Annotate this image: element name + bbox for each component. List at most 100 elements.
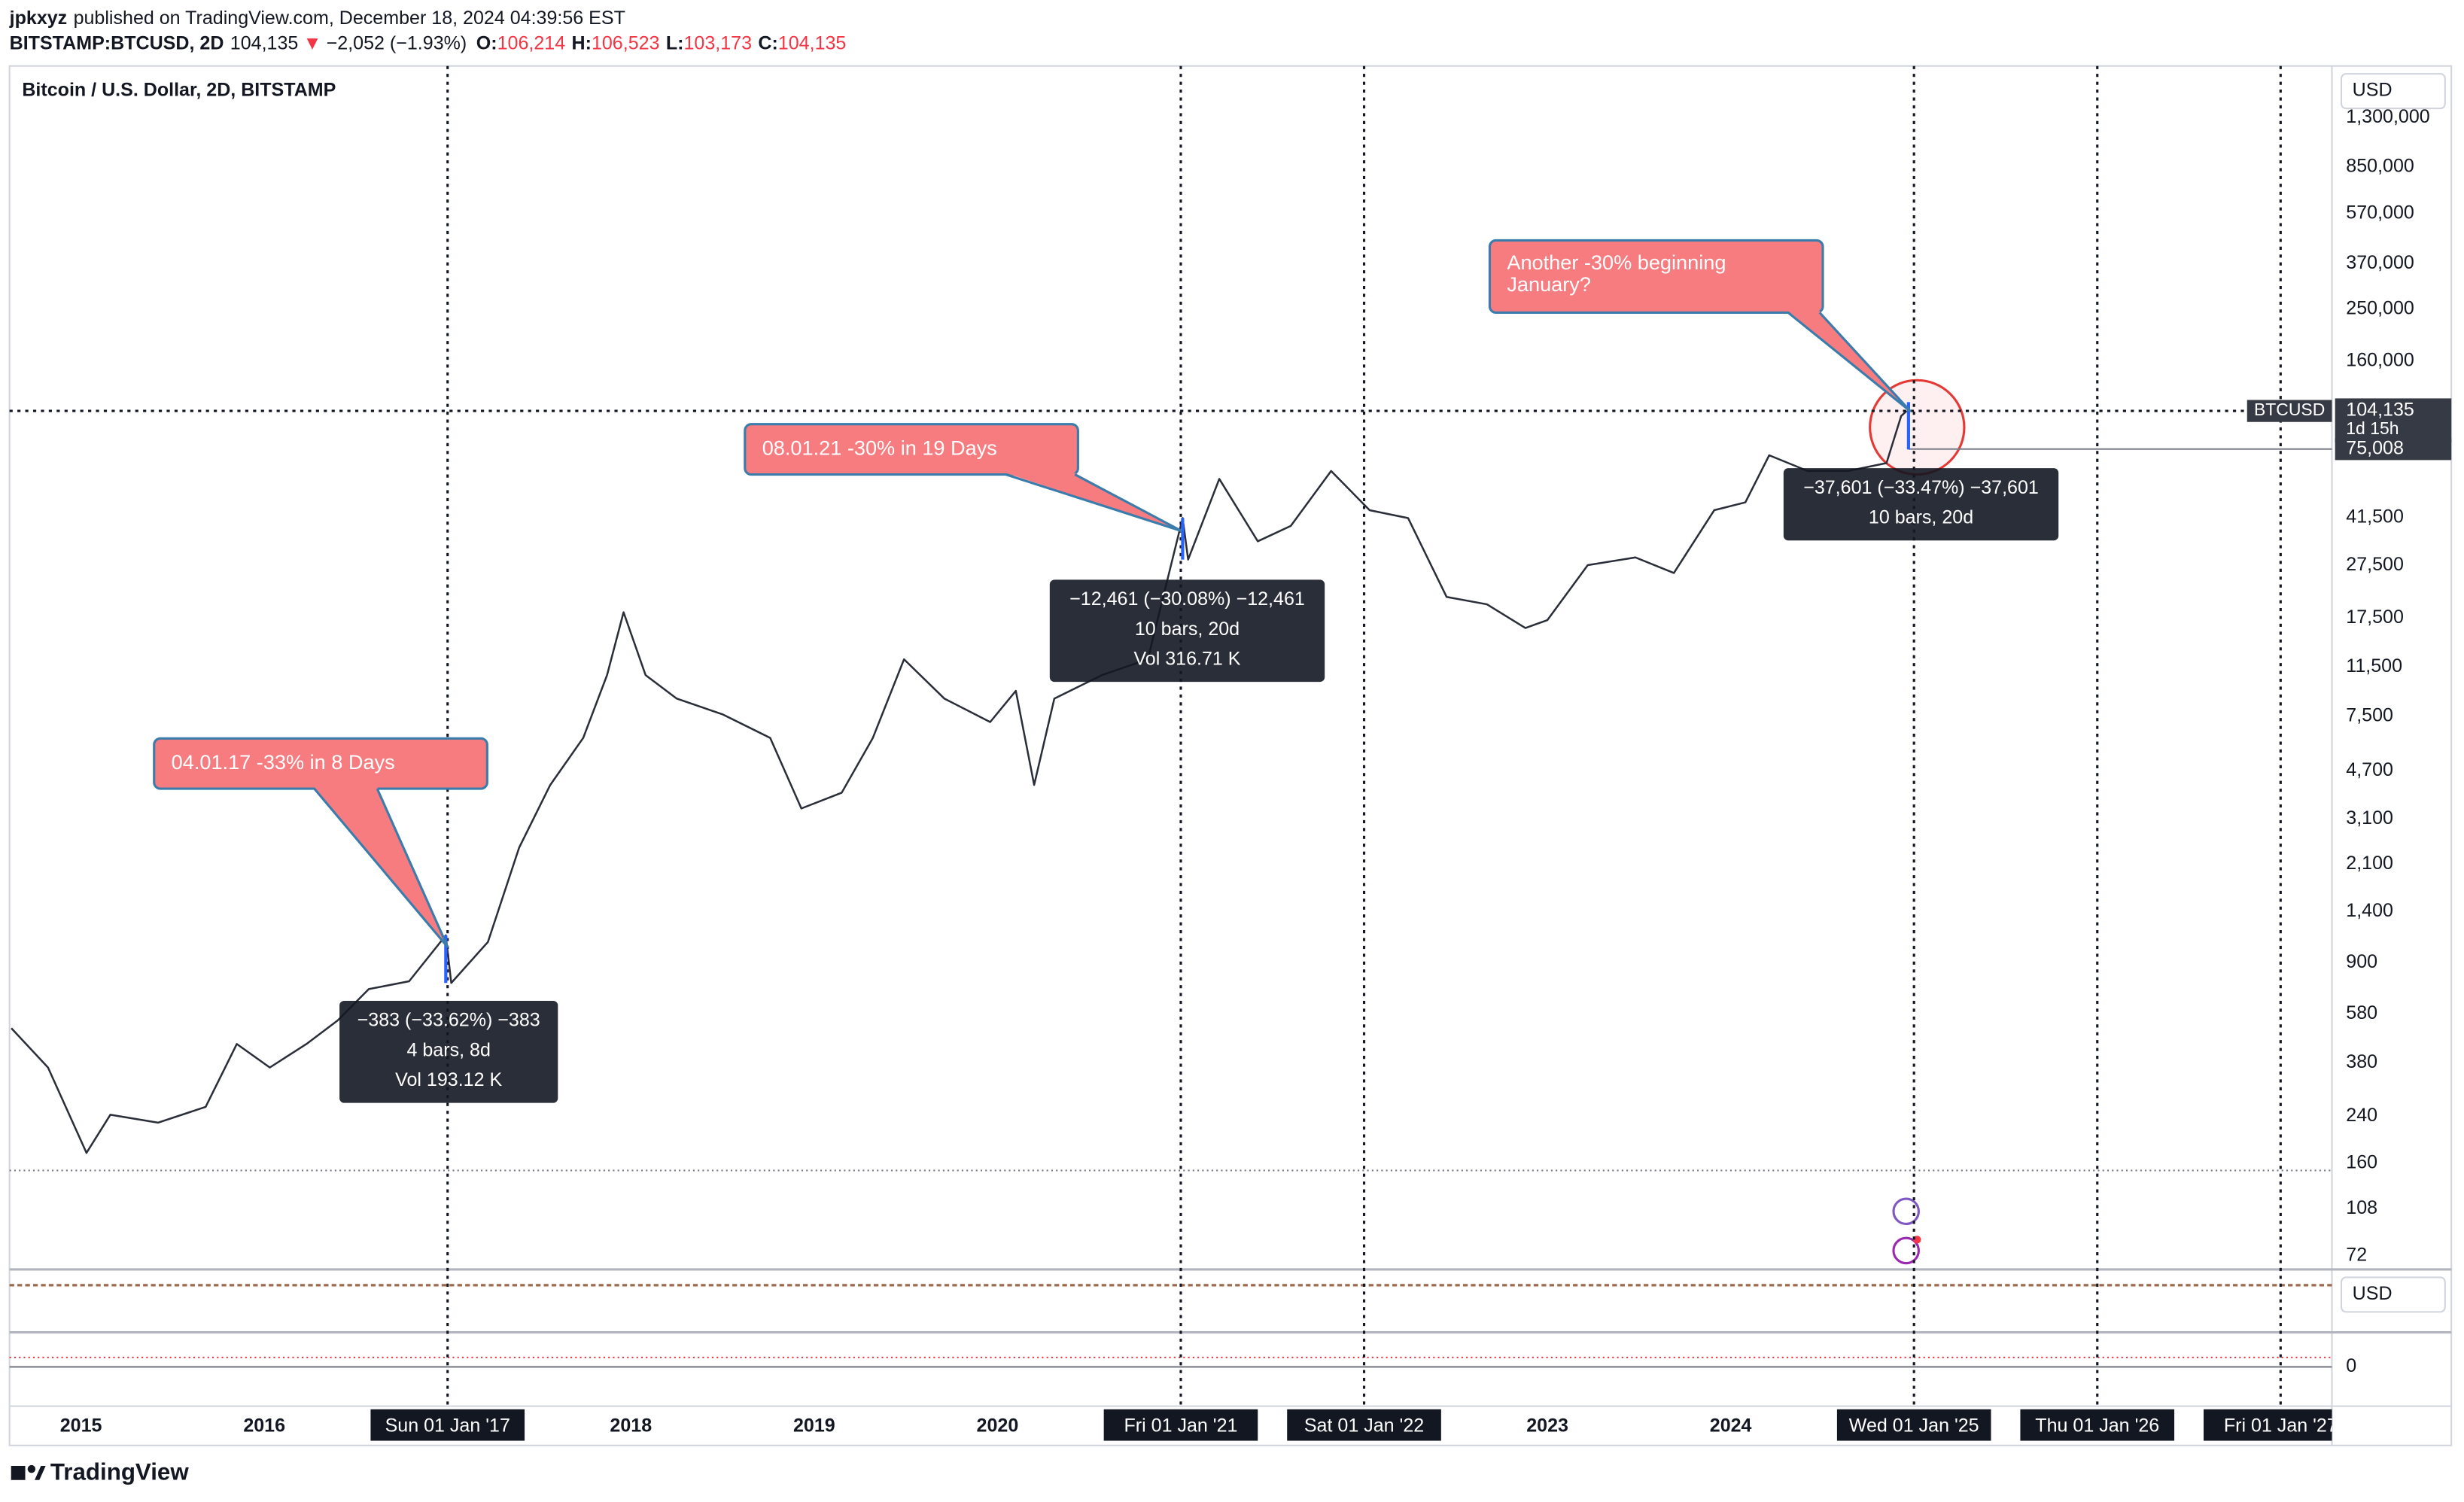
y-tick-label: 250,000 xyxy=(2346,298,2414,319)
x-tick-label: 2015 xyxy=(60,1415,102,1436)
y-tick-label: 850,000 xyxy=(2346,156,2414,177)
measure-text: 10 bars, 20d xyxy=(1135,619,1240,640)
ohlc-value: 104,135 xyxy=(778,32,847,53)
last: 104,135 xyxy=(230,32,299,53)
highlight-circle xyxy=(1869,379,1966,476)
y-tick-label: 160,000 xyxy=(2346,349,2414,370)
change-arrow: ▼ xyxy=(303,32,322,53)
event-icon[interactable] xyxy=(1892,1197,1920,1226)
callout-pointer-edge xyxy=(1787,312,1912,413)
date-tag xyxy=(1836,1409,1991,1441)
y-tick-label: 580 xyxy=(2346,1002,2377,1023)
x-tick-label: 2019 xyxy=(793,1415,835,1436)
y-tick-label: 570,000 xyxy=(2346,202,2414,223)
y-tick-label: 41,500 xyxy=(2346,506,2404,528)
logo-shape xyxy=(11,1465,26,1480)
ohlc-label: H: xyxy=(572,32,592,53)
measure-box xyxy=(1049,579,1325,683)
date-tag xyxy=(1103,1409,1258,1441)
x-tick-label: Thu 01 Jan '26 xyxy=(2035,1415,2159,1436)
y-tick-label: 240 xyxy=(2346,1105,2377,1126)
measure-level-label: 75,008 xyxy=(2346,437,2404,458)
currency-button[interactable] xyxy=(2340,1276,2446,1313)
x-tick-label: Wed 01 Jan '25 xyxy=(1849,1415,1979,1436)
event-icon[interactable] xyxy=(1892,1236,1920,1265)
y-tick-label: 2,100 xyxy=(2346,853,2393,874)
ohlc-label: O: xyxy=(476,32,497,53)
currency: USD xyxy=(2353,80,2393,101)
measure-text: 4 bars, 8d xyxy=(407,1039,491,1060)
x-tick-label: Fri 01 Jan '27 xyxy=(2224,1415,2338,1436)
date-tag xyxy=(2204,1409,2332,1441)
measure-text: 10 bars, 20d xyxy=(1869,507,1973,528)
brand: TradingView xyxy=(50,1459,189,1485)
oscillator-tick-label: 0 xyxy=(2346,1355,2356,1376)
symbol: BITSTAMP:BTCUSD, 2D xyxy=(10,32,224,53)
callout-text: Another -30% beginning xyxy=(1507,251,1726,274)
ohlc-value: 106,214 xyxy=(497,32,566,53)
date-tag xyxy=(2020,1409,2175,1441)
last-price-label: 104,135 xyxy=(2346,400,2414,421)
y-tick-label: 1,300,000 xyxy=(2346,106,2429,127)
y-tick-label: 108 xyxy=(2346,1197,2377,1218)
published: published on TradingView.com, December 1… xyxy=(74,8,625,29)
y-tick-label: 17,500 xyxy=(2346,607,2404,628)
measure-text: −12,461 (−30.08%) −12,461 xyxy=(1069,588,1305,610)
header-line-2: BITSTAMP:BTCUSD, 2D 104,135 ▼ −2,052 (−1.93… xyxy=(10,32,847,53)
callout-text: January? xyxy=(1507,272,1591,296)
y-tick-label: 3,100 xyxy=(2346,807,2393,829)
measure-box xyxy=(1783,468,2059,541)
price-axis: 72 108 160 240 380 580 900 1,400 2,100 3,100 4,700… xyxy=(2346,106,2429,1266)
oscillator-currency: USD xyxy=(2353,1283,2393,1304)
callout-text: 08.01.21 -30% in 19 Days xyxy=(762,436,997,459)
y-tick-label: 370,000 xyxy=(2346,252,2414,273)
y-tick-label: 27,500 xyxy=(2346,554,2404,575)
header-line-1: jpkxyz published on TradingView.com, Dece… xyxy=(9,8,625,29)
chart-frame xyxy=(8,65,2453,1446)
y-tick-label: 380 xyxy=(2346,1051,2377,1072)
callout-text: 04.01.17 -33% in 8 Days xyxy=(172,750,395,774)
y-tick-label: 4,700 xyxy=(2346,759,2393,780)
measure-text: Vol 316.71 K xyxy=(1133,649,1240,670)
date-tag xyxy=(370,1409,525,1441)
x-tick-label: 2023 xyxy=(1526,1415,1568,1436)
symbol-tag xyxy=(2246,400,2332,422)
ohlc-value: 106,523 xyxy=(592,32,660,53)
y-tick-label: 11,500 xyxy=(2346,655,2402,677)
last-price-tag xyxy=(2335,398,2452,442)
measure-text: −37,601 (−33.47%) −37,601 xyxy=(1803,477,2039,498)
y-tick-label: 7,500 xyxy=(2346,705,2393,726)
logo-shape xyxy=(35,1465,46,1480)
callout-box xyxy=(1488,239,1824,315)
currency-button[interactable] xyxy=(2340,73,2446,110)
x-tick-label: 2020 xyxy=(977,1415,1019,1436)
publisher: jpkxyz xyxy=(9,8,68,29)
countdown: 1d 15h xyxy=(2346,418,2399,438)
change: −2,052 (−1.93%) xyxy=(327,32,467,53)
x-tick-label: Sun 01 Jan '17 xyxy=(385,1415,510,1436)
symbol-tag-label: BTCUSD xyxy=(2254,400,2325,419)
measure-text: −383 (−33.62%) −383 xyxy=(357,1010,540,1031)
time-axis: 2015 2016 Sun 01 Jan '17 2018 2019 2020 Fri 01… xyxy=(60,1409,2338,1441)
x-tick-label: 2024 xyxy=(1710,1415,1752,1436)
measure-box xyxy=(339,1000,558,1103)
y-tick-label: 1,400 xyxy=(2346,900,2393,921)
date-tag xyxy=(1287,1409,1441,1441)
x-tick-label: Fri 01 Jan '21 xyxy=(1124,1415,1237,1436)
measure-text: Vol 193.12 K xyxy=(395,1069,502,1090)
x-tick-label: Sat 01 Jan '22 xyxy=(1304,1415,1424,1436)
callout-pointer-edge xyxy=(1005,473,1182,533)
ohlc-label: C: xyxy=(758,32,777,53)
chart-title: Bitcoin / U.S. Dollar, 2D, BITSTAMP xyxy=(22,80,336,101)
callout-pointer-edge xyxy=(313,788,449,948)
y-tick-label: 900 xyxy=(2346,951,2377,972)
measure-level-tag xyxy=(2335,438,2452,461)
logo-shape xyxy=(27,1464,36,1473)
ohlc-label: L: xyxy=(666,32,684,53)
y-tick-label: 160 xyxy=(2346,1152,2377,1173)
ohlc-value: 103,173 xyxy=(683,32,752,53)
y-tick-label: 72 xyxy=(2346,1245,2367,1266)
x-tick-label: 2016 xyxy=(243,1415,285,1436)
